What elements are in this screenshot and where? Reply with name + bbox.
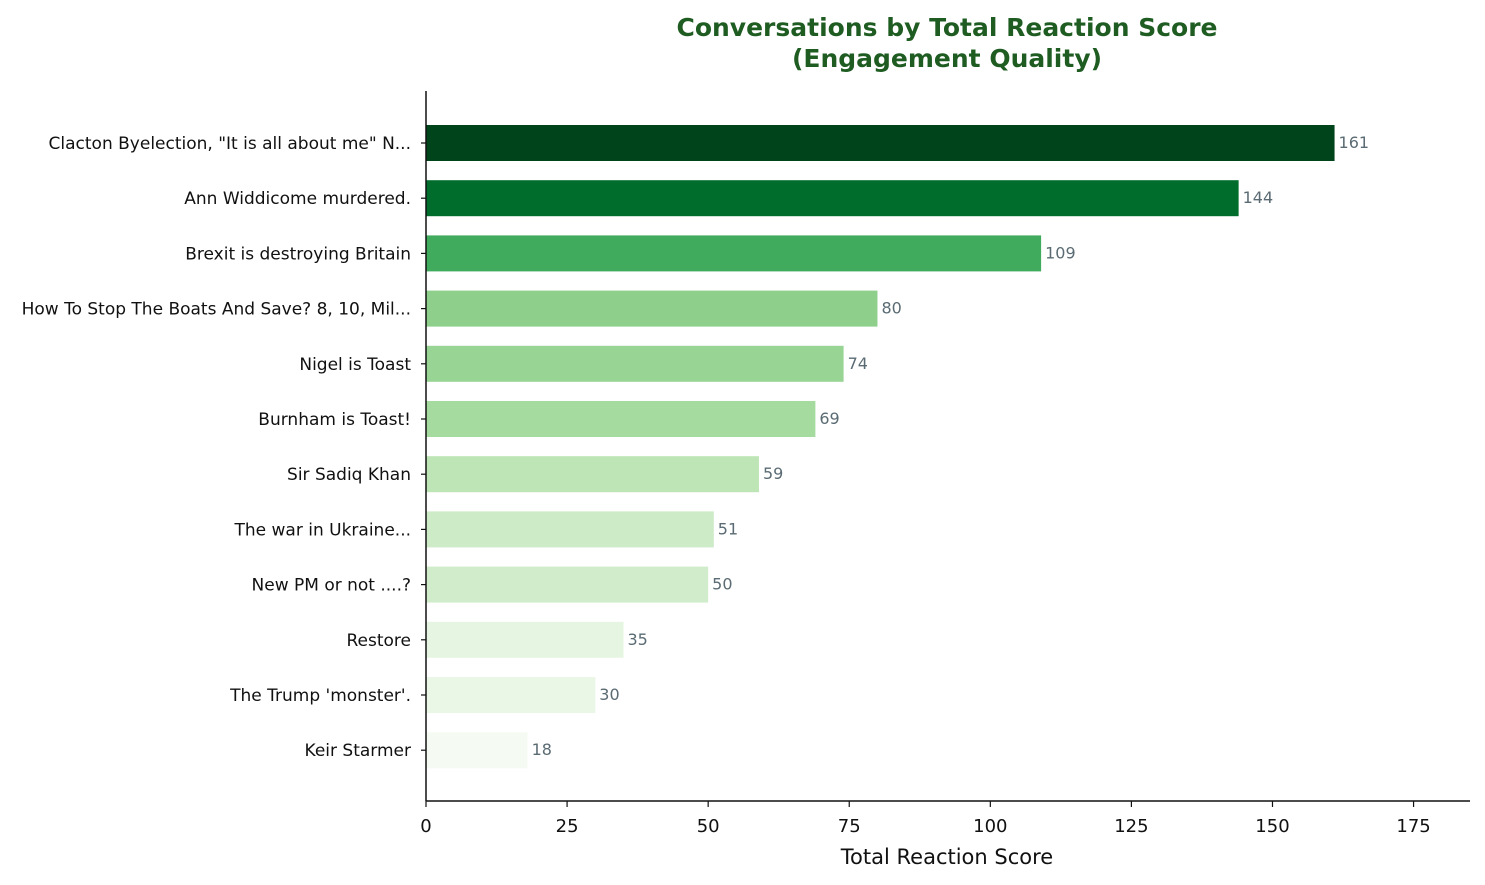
x-tick-label: 75 xyxy=(838,816,861,837)
value-label: 80 xyxy=(881,299,901,318)
category-label: Ann Widdicome murdered. xyxy=(184,189,411,209)
x-tick-label: 150 xyxy=(1255,816,1289,837)
x-tick-label: 175 xyxy=(1396,816,1430,837)
bar xyxy=(426,290,878,327)
x-tick-label: 0 xyxy=(420,816,431,837)
x-axis-ticks: 0 25 50 75 100 125 150 175 xyxy=(420,801,1431,837)
x-tick-label: 125 xyxy=(1114,816,1148,837)
category-label: Nigel is Toast xyxy=(299,355,411,375)
category-label: New PM or not ....? xyxy=(252,576,411,596)
value-label: 50 xyxy=(712,575,732,594)
category-label: Restore xyxy=(346,631,411,651)
category-label: How To Stop The Boats And Save? 8, 10, M… xyxy=(22,300,411,320)
bar xyxy=(426,180,1239,217)
chart-title-line-2: (Engagement Quality) xyxy=(792,44,1102,73)
value-label: 59 xyxy=(763,464,783,483)
value-label: 51 xyxy=(718,519,738,538)
category-label: Burnham is Toast! xyxy=(258,410,411,430)
category-label: Keir Starmer xyxy=(305,741,411,761)
value-labels: 161 144 109 80 74 69 59 51 50 35 30 18 xyxy=(532,133,1370,759)
category-label: The Trump 'monster'. xyxy=(229,686,411,706)
category-label: Brexit is destroying Britain xyxy=(185,244,411,264)
bar xyxy=(426,677,596,713)
value-label: 30 xyxy=(599,685,619,704)
value-label: 161 xyxy=(1339,133,1370,152)
category-labels: Clacton Byelection, "It is all about me"… xyxy=(22,134,426,761)
value-label: 18 xyxy=(532,740,552,759)
bar xyxy=(426,235,1042,272)
category-label: Sir Sadiq Khan xyxy=(287,465,411,485)
bar xyxy=(426,125,1335,161)
bar xyxy=(426,511,714,548)
value-label: 74 xyxy=(848,354,868,373)
x-tick-label: 100 xyxy=(973,816,1007,837)
x-axis-title: Total Reaction Score xyxy=(840,845,1053,869)
bar xyxy=(426,401,816,437)
value-label: 109 xyxy=(1045,243,1076,262)
chart-title-line-1: Conversations by Total Reaction Score xyxy=(676,13,1217,42)
category-label: The war in Ukraine... xyxy=(234,520,412,540)
value-label: 144 xyxy=(1243,188,1274,207)
bars-layer xyxy=(426,125,1335,769)
x-tick-label: 25 xyxy=(556,816,579,837)
bar xyxy=(426,621,624,658)
category-label: Clacton Byelection, "It is all about me"… xyxy=(49,134,411,154)
value-label: 35 xyxy=(628,630,648,649)
value-label: 69 xyxy=(819,409,839,428)
bar xyxy=(426,566,709,603)
bar xyxy=(426,732,528,769)
bar xyxy=(426,345,844,382)
x-tick-label: 50 xyxy=(697,816,720,837)
bar xyxy=(426,456,759,493)
